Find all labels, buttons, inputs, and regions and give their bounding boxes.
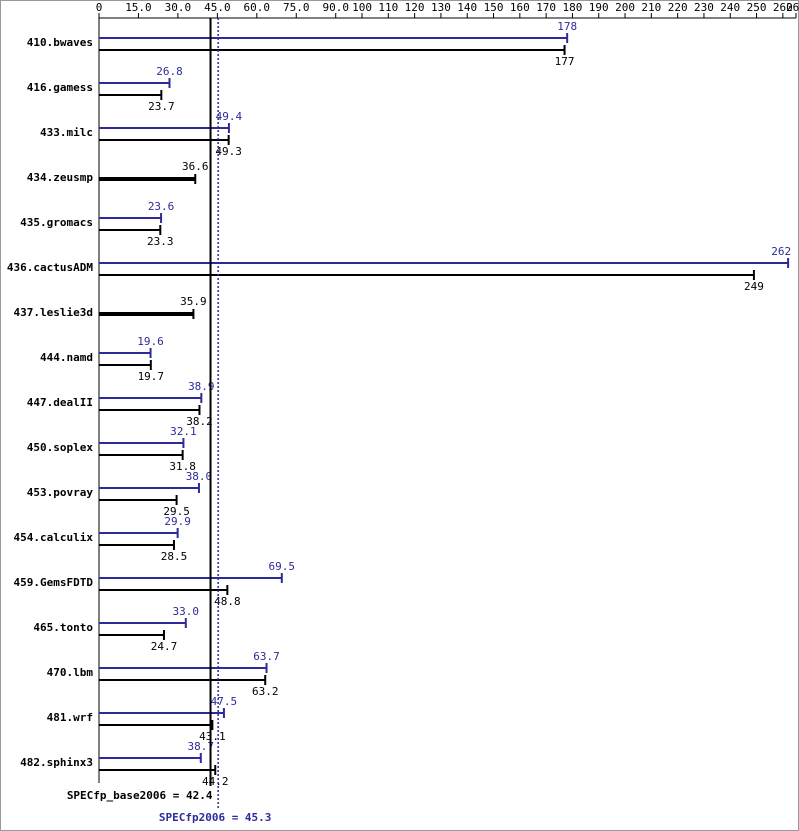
category-label: 435.gromacs (20, 216, 93, 229)
value-label: 49.4 (216, 110, 243, 123)
category-label: 454.calculix (14, 531, 94, 544)
category-label: 481.wrf (47, 711, 93, 724)
category-label: 470.lbm (47, 666, 94, 679)
value-label: 38.9 (188, 380, 215, 393)
value-label: 38.0 (186, 470, 213, 483)
category-label: 444.namd (40, 351, 93, 364)
x-tick-label: 160 (510, 1, 530, 14)
x-tick-label: 100 (352, 1, 372, 14)
value-label: 33.0 (173, 605, 200, 618)
category-label: 416.gamess (27, 81, 93, 94)
x-tick-label: 75.0 (283, 1, 310, 14)
value-label: 31.8 (169, 460, 196, 473)
value-label: 38.7 (188, 740, 215, 753)
x-tick-label: 130 (431, 1, 451, 14)
x-tick-label: 170 (536, 1, 556, 14)
value-label: 29.9 (164, 515, 191, 528)
reference-label: SPECfp_base2006 = 42.4 (67, 789, 213, 802)
value-label: 262 (771, 245, 791, 258)
value-label: 47.5 (211, 695, 238, 708)
x-tick-label: 250 (747, 1, 767, 14)
value-label: 249 (744, 280, 764, 293)
value-label: 48.8 (214, 595, 241, 608)
value-label: 69.5 (269, 560, 296, 573)
value-label: 178 (557, 20, 577, 33)
value-label: 63.2 (252, 685, 279, 698)
x-tick-label: 210 (641, 1, 661, 14)
category-label: 410.bwaves (27, 36, 93, 49)
reference-label: SPECfp2006 = 45.3 (159, 811, 272, 824)
x-tick-label: 30.0 (165, 1, 192, 14)
category-label: 453.povray (27, 486, 94, 499)
x-tick-label: 15.0 (125, 1, 152, 14)
x-tick-label: 90.0 (322, 1, 349, 14)
value-label: 49.3 (215, 145, 242, 158)
x-tick-label: 110 (378, 1, 398, 14)
value-label: 19.7 (138, 370, 165, 383)
x-tick-label: 190 (589, 1, 609, 14)
value-label: 177 (555, 55, 575, 68)
value-label: 44.2 (202, 775, 229, 788)
x-tick-label: 260 (773, 1, 793, 14)
value-label: 19.6 (137, 335, 164, 348)
category-label: 434.zeusmp (27, 171, 94, 184)
value-label: 23.3 (147, 235, 174, 248)
value-label: 43.1 (199, 730, 226, 743)
x-tick-label: 180 (562, 1, 582, 14)
category-label: 437.leslie3d (14, 306, 93, 319)
value-label: 26.8 (156, 65, 183, 78)
x-tick-label: 120 (405, 1, 425, 14)
value-label: 38.2 (186, 415, 213, 428)
value-label: 63.7 (253, 650, 280, 663)
category-label: 459.GemsFDTD (14, 576, 94, 589)
x-tick-label: 150 (484, 1, 504, 14)
x-tick-label: 220 (668, 1, 688, 14)
category-label: 447.dealII (27, 396, 93, 409)
category-label: 436.cactusADM (7, 261, 93, 274)
category-label: 465.tonto (33, 621, 93, 634)
value-label: 35.9 (180, 295, 207, 308)
value-label: 24.7 (151, 640, 178, 653)
category-label: 450.soplex (27, 441, 94, 454)
value-label: 36.6 (182, 160, 209, 173)
x-tick-label: 60.0 (244, 1, 271, 14)
value-label: 23.7 (148, 100, 175, 113)
category-label: 433.milc (40, 126, 93, 139)
x-tick-label: 240 (720, 1, 740, 14)
x-tick-label: 265 (786, 1, 799, 14)
x-tick-label: 0 (96, 1, 103, 14)
x-tick-label: 45.0 (204, 1, 231, 14)
x-tick-label: 200 (615, 1, 635, 14)
value-label: 28.5 (161, 550, 188, 563)
x-tick-label: 230 (694, 1, 714, 14)
x-tick-label: 140 (457, 1, 477, 14)
value-label: 32.1 (170, 425, 197, 438)
value-label: 29.5 (163, 505, 190, 518)
category-label: 482.sphinx3 (20, 756, 93, 769)
value-label: 23.6 (148, 200, 175, 213)
